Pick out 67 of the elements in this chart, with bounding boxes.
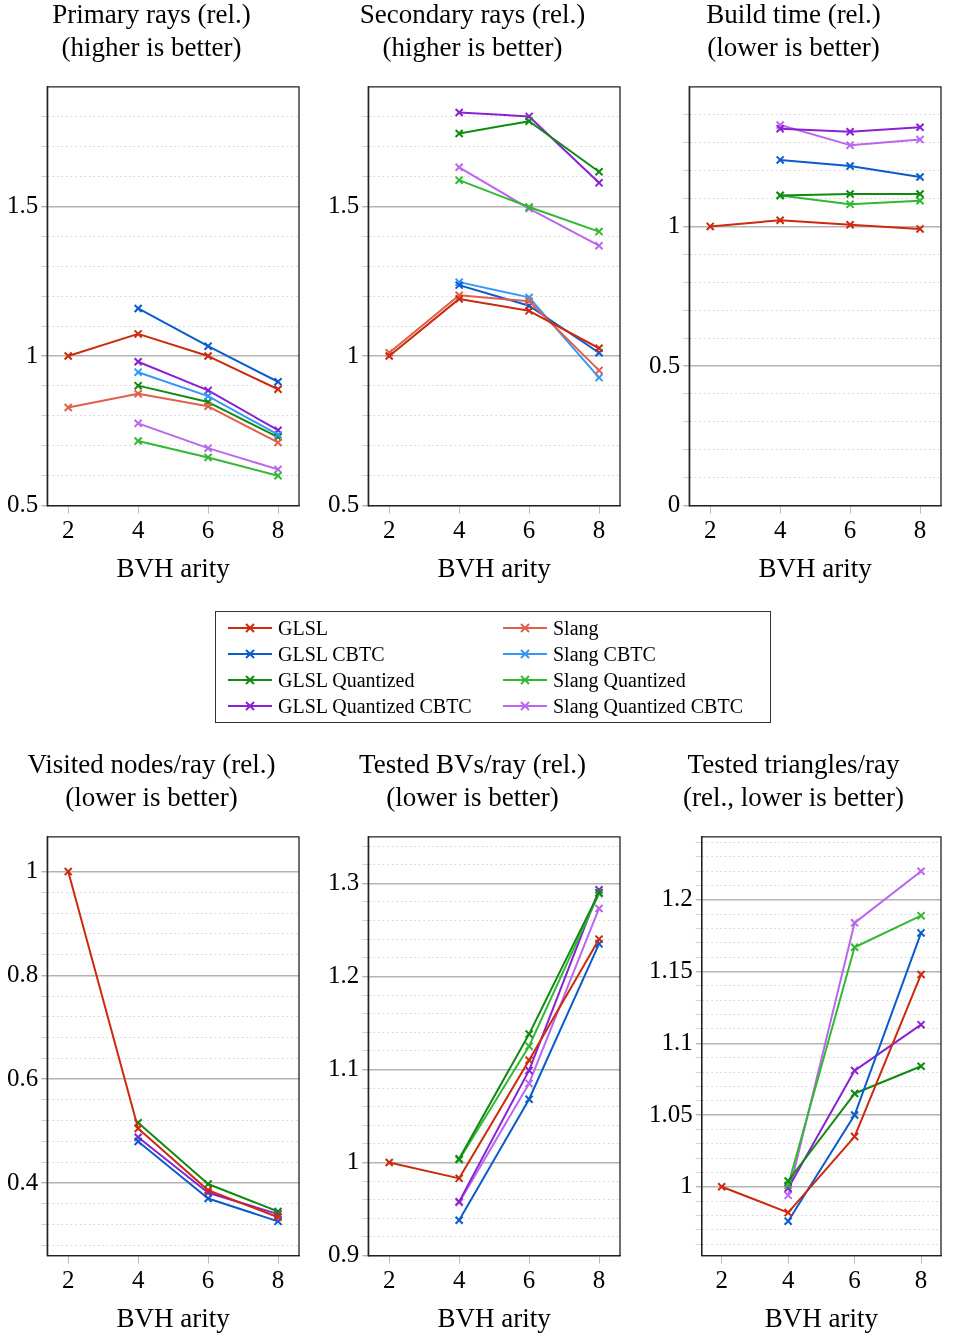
x-tick-label: 4 [131, 516, 145, 544]
chart-title: Secondary rays (rel.) (higher is better) [359, 0, 586, 62]
x-tick-label: 6 [522, 1266, 536, 1294]
y-tick-label: 0.4 [7, 1167, 39, 1195]
x-tick-label: 6 [201, 1266, 215, 1294]
x-tick-label: 8 [271, 1266, 285, 1294]
legend-label: GLSL [278, 616, 329, 641]
legend-label: GLSL CBTC [278, 642, 386, 667]
x-tick-label: 2 [382, 1266, 396, 1294]
legend-label: Slang Quantized CBTC [553, 694, 744, 719]
chart-title: Tested triangles/ray (rel., lower is better) [682, 749, 905, 812]
x-tick-label: 6 [843, 516, 857, 544]
x-tick-label: 4 [781, 1266, 795, 1294]
x-tick-label: 2 [715, 1266, 728, 1294]
legend-label: Slang Quantized [553, 668, 687, 693]
legend-label: Slang CBTC [553, 642, 657, 667]
y-tick-label: 1 [667, 210, 681, 238]
x-axis-title: BVH arity [116, 552, 231, 583]
y-tick-label: 0.6 [7, 1063, 39, 1091]
x-tick-label: 2 [61, 516, 75, 544]
y-tick-label: 1.1 [661, 1027, 693, 1055]
x-tick-label: 4 [773, 516, 787, 544]
x-axis-title: BVH arity [758, 552, 873, 583]
x-tick-label: 6 [201, 516, 215, 544]
chart-title: Tested BVs/ray (rel.) (lower is better) [359, 749, 586, 812]
x-axis-title: BVH arity [437, 552, 552, 583]
y-tick-label: 1 [25, 340, 39, 368]
y-tick-label: 0.5 [7, 490, 39, 518]
x-axis-title: BVH arity [764, 1302, 879, 1333]
y-tick-label: 1 [346, 340, 360, 368]
x-tick-label: 8 [914, 1266, 928, 1294]
y-tick-label: 1.2 [328, 960, 360, 988]
legend-label: GLSL Quantized CBTC [278, 694, 473, 719]
y-tick-label: 0.9 [328, 1240, 360, 1268]
y-tick-label: 0.5 [328, 490, 360, 518]
legend-label: GLSL Quantized [278, 668, 416, 693]
x-tick-label: 8 [592, 516, 606, 544]
y-tick-label: 1.5 [7, 191, 39, 219]
chart-title: Primary rays (rel.) (higher is better) [52, 0, 251, 62]
chart-title: Visited nodes/ray (rel.) (lower is better) [27, 749, 276, 812]
x-axis-title: BVH arity [437, 1302, 552, 1333]
y-tick-label: 1 [680, 1171, 693, 1199]
x-tick-label: 8 [913, 516, 927, 544]
legend-label: Slang [553, 616, 600, 641]
y-tick-label: 1.15 [649, 956, 693, 984]
x-tick-label: 4 [131, 1266, 145, 1294]
y-tick-label: 0.5 [649, 350, 681, 378]
x-tick-label: 6 [522, 516, 536, 544]
y-tick-label: 1.3 [328, 867, 360, 895]
y-tick-label: 1.05 [649, 1099, 693, 1127]
x-tick-label: 4 [452, 516, 466, 544]
x-tick-label: 8 [592, 1266, 606, 1294]
x-tick-label: 6 [848, 1266, 861, 1294]
x-tick-label: 4 [452, 1266, 466, 1294]
chart-title: Build time (rel.) (lower is better) [706, 0, 881, 62]
y-tick-label: 0.8 [7, 959, 39, 987]
x-tick-label: 2 [382, 516, 396, 544]
x-axis-title: BVH arity [116, 1302, 231, 1333]
y-tick-label: 1 [346, 1147, 360, 1175]
x-tick-label: 2 [61, 1266, 75, 1294]
y-tick-label: 1.2 [661, 884, 693, 912]
y-tick-label: 0 [667, 490, 681, 518]
x-tick-label: 2 [703, 516, 717, 544]
y-tick-label: 1.1 [328, 1054, 360, 1082]
y-tick-label: 1.5 [328, 191, 360, 219]
y-tick-label: 1 [25, 856, 39, 884]
x-tick-label: 8 [271, 516, 285, 544]
